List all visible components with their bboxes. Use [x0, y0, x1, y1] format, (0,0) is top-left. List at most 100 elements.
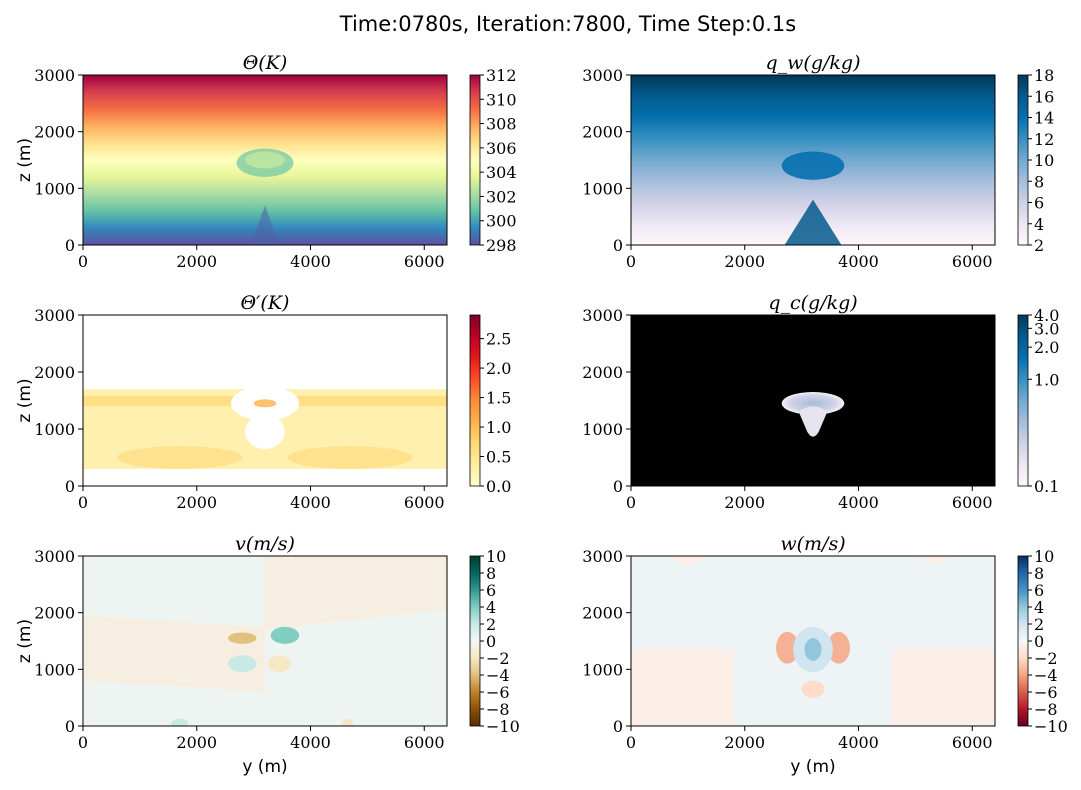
x-tick-label: 0: [78, 493, 88, 512]
w-top-2: [915, 556, 950, 565]
x-tick-label: 2000: [176, 493, 217, 512]
colorbar-tick-label: −6: [486, 683, 510, 702]
x-tick-label: 4000: [290, 493, 331, 512]
colorbar-tick-label: 14: [1034, 109, 1054, 128]
y-tick-label: 1000: [34, 179, 75, 198]
w-sink-right: [892, 649, 995, 726]
y-tick-label: 0: [65, 236, 75, 255]
colorbar-tick-label: 0.1: [1034, 477, 1059, 496]
y-tick-label: 3000: [34, 66, 75, 85]
colorbar-tick-label: 304: [486, 163, 517, 182]
y-tick-label: 2000: [34, 123, 75, 142]
colorbar-tick-label: 1.5: [486, 389, 511, 408]
field-v: [83, 556, 447, 726]
y-tick-label: 1000: [34, 420, 75, 439]
y-tick-label: 1000: [582, 660, 623, 679]
x-tick-label: 6000: [952, 493, 993, 512]
x-tick-label: 6000: [404, 252, 445, 271]
x-tick-label: 0: [626, 252, 636, 271]
colorbar-theta: [469, 74, 481, 246]
colorbar-tick-label: −8: [486, 700, 510, 719]
x-tick-label: 4000: [838, 252, 879, 271]
colorbar-tick-label: −2: [1034, 649, 1058, 668]
colorbar-tick-label: 310: [486, 90, 517, 109]
y-tick-label: 3000: [34, 306, 75, 325]
colorbar-tick-label: −6: [1034, 683, 1058, 702]
colorbar-tick-label: 312: [486, 66, 517, 85]
x-tick-label: 4000: [838, 493, 879, 512]
x-tick-label: 6000: [404, 493, 445, 512]
y-tick-label: 3000: [582, 306, 623, 325]
cloud-cap: [781, 391, 845, 415]
colorbar-tick-label: 2.0: [486, 359, 511, 378]
panel-title: q_c(g/kg): [768, 292, 857, 314]
x-tick-label: 4000: [838, 733, 879, 752]
colorbar-tick-label: −8: [1034, 700, 1058, 719]
colorbar-tick-label: −10: [486, 717, 520, 736]
x-tick-label: 4000: [290, 733, 331, 752]
w-down-lower: [801, 680, 825, 698]
y-tick-label: 0: [65, 717, 75, 736]
colorbar-v: [469, 555, 481, 727]
w-top-1: [670, 556, 705, 565]
figure-title: Time:0780s, Iteration:7800, Time Step:0.…: [339, 12, 796, 36]
colorbar-tick-label: −4: [1034, 666, 1058, 685]
x-tick-label: 2000: [724, 252, 765, 271]
v-negative-left: [83, 615, 265, 692]
colorbar-tick-label: 306: [486, 139, 517, 158]
plot-frame-v: [82, 555, 448, 727]
panel-title: w(m/s): [780, 533, 845, 555]
plot-frame-theta: [82, 74, 448, 246]
y-tick-label: 2000: [582, 123, 623, 142]
colorbar-tick-label: 308: [486, 115, 517, 134]
panel-title: Θ′(K): [241, 292, 290, 314]
colorbar-tick-label: 0: [486, 632, 496, 651]
field-w: [631, 556, 995, 726]
y-tick-label: 2000: [34, 363, 75, 382]
colorbar-tick-label: 6: [486, 581, 496, 600]
colorbar-w: [1017, 555, 1029, 727]
y-tick-label: 0: [65, 477, 75, 496]
cleared-stem: [245, 414, 285, 449]
w-down-right: [827, 631, 850, 664]
w-updraft-core: [804, 638, 822, 661]
v-cell-4: [267, 655, 291, 673]
colorbar-tick-label: 8: [1034, 172, 1044, 191]
field-qw: [631, 75, 995, 245]
colorbar-tick-label: 2: [486, 615, 496, 634]
colorbar-tick-label: 2: [1034, 615, 1044, 634]
x-tick-label: 2000: [724, 733, 765, 752]
colorbar-tick-label: 4: [486, 598, 496, 617]
y-tick-label: 3000: [582, 66, 623, 85]
w-down-left: [776, 631, 799, 664]
v-cell-3: [228, 655, 257, 673]
colorbar-tick-label: 2: [1034, 236, 1044, 255]
y-tick-label: 1000: [582, 420, 623, 439]
w-sink-left: [631, 649, 734, 726]
thermal-core: [245, 151, 285, 169]
colorbar-tick-label: 3.0: [1034, 319, 1059, 338]
panel-thetap: Θ′(K) 0 2000 4000 6000 0 1000 2000 3000 z (m) 0.0 0…: [15, 292, 511, 512]
moist-bubble: [781, 151, 845, 180]
y-tick-label: 0: [613, 236, 623, 255]
y-tick-label: 1000: [34, 660, 75, 679]
x-tick-label: 0: [626, 733, 636, 752]
colorbar-tick-label: 16: [1034, 87, 1054, 106]
thermal-stem: [250, 205, 280, 245]
plot-frame-qw: [630, 74, 996, 246]
colorbar-tick-label: 1.0: [486, 418, 511, 437]
colorbar-tick-label: 2.5: [486, 330, 511, 349]
panel-v: v(m/s) 0 2000 4000 6000 0 1000 2000 3000 z (m) y (…: [15, 533, 520, 777]
v-negative-upper: [265, 556, 447, 630]
panel-qc: q_c(g/kg) 0 2000 4000 6000 0 1000 2000 3000 0.1 1.…: [582, 292, 1059, 512]
panel-qw: q_w(g/kg) 0 2000 4000 6000 0 1000 2000 3000 2 4 6 8 1…: [582, 52, 1054, 271]
colorbar-tick-label: −2: [486, 649, 510, 668]
colorbar-tick-label: 0.5: [486, 448, 511, 467]
colorbar-tick-label: 12: [1034, 130, 1054, 149]
colorbar-tick-label: 302: [486, 187, 517, 206]
v-surface-1: [171, 718, 189, 726]
lower-band-right: [287, 446, 413, 469]
field-thetap: [83, 315, 447, 486]
colorbar-thetap: [469, 314, 481, 487]
